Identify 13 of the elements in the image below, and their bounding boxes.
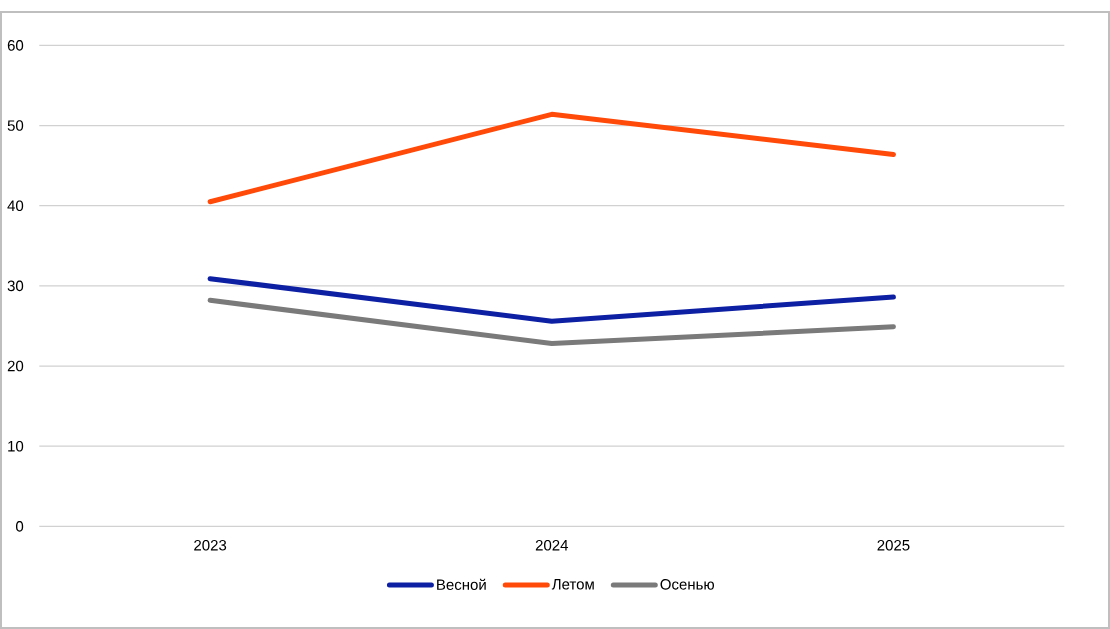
y-tick-label: 20 [7, 360, 24, 372]
y-tick-label: 40 [7, 200, 24, 212]
y-tick-label: 30 [7, 280, 24, 292]
y-tick-label: 50 [7, 120, 24, 131]
legend-label: Осенью [660, 579, 715, 590]
y-tick-label: 0 [16, 521, 24, 532]
x-tick-label: 2025 [877, 539, 910, 551]
y-tick-label: 10 [8, 440, 24, 452]
legend-label: Весной [437, 578, 486, 590]
legend-label: Летом [551, 579, 594, 590]
x-tick-label: 2023 [194, 539, 227, 551]
y-tick-label: 60 [7, 40, 24, 51]
x-tick-label: 2024 [535, 539, 569, 551]
